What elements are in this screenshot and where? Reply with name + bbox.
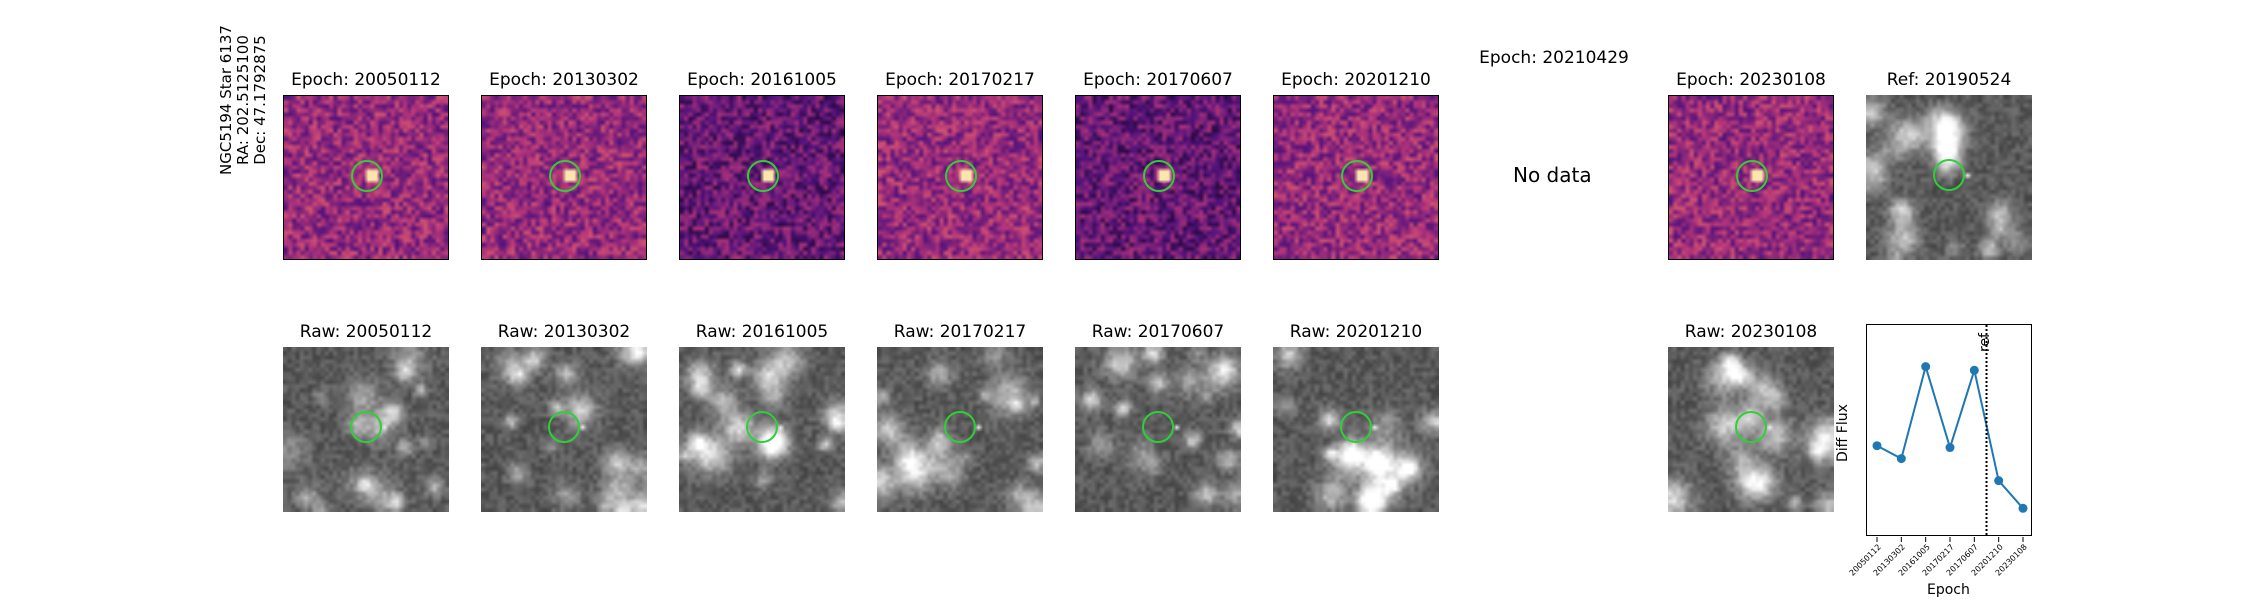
diff-title-4: Epoch: 20170217: [885, 70, 1035, 90]
target-circle: [1340, 411, 1372, 443]
target-circle: [549, 160, 581, 192]
diff-title-6: Epoch: 20201210: [1281, 70, 1431, 90]
target-circle: [1142, 411, 1174, 443]
diff-title-8: Epoch: 20230108: [1676, 70, 1826, 90]
target-circle: [1933, 159, 1965, 191]
raw-image-5: [1075, 347, 1241, 512]
raw-title-6: Raw: 20201210: [1289, 322, 1423, 342]
raw-image-2: [481, 347, 647, 512]
raw-image-1: [283, 347, 449, 512]
target-circle: [1341, 160, 1373, 192]
data-point: [1969, 365, 1979, 375]
raw-title-3: Raw: 20161005: [695, 322, 829, 342]
no-data-label: No data: [1513, 163, 1592, 187]
data-point: [1945, 443, 1955, 453]
star-label: NGC5194 Star 6137 RA: 202.5125100 Dec: 4…: [217, 25, 269, 175]
reference-image: [1866, 95, 2032, 260]
diff-image-6: [1273, 95, 1439, 260]
raw-title-4: Raw: 20170217: [893, 322, 1027, 342]
target-circle: [945, 160, 977, 192]
target-circle: [1735, 411, 1767, 443]
target-circle: [548, 411, 580, 443]
y-axis-label: Diff Flux: [1835, 404, 1851, 462]
raw-title-2: Raw: 20130302: [497, 322, 631, 342]
diff-flux-chart: [1866, 324, 2032, 542]
star-dec: Dec: 47.1792875: [251, 35, 269, 165]
raw-image-7: [1668, 347, 1834, 512]
ref-title: Ref: 20190524: [1886, 70, 2012, 90]
target-circle: [350, 411, 382, 443]
diff-title-7: Epoch: 20210429: [1479, 48, 1629, 68]
raw-title-7: Raw: 20230108: [1684, 322, 1818, 342]
diff-title-2: Epoch: 20130302: [489, 70, 639, 90]
diff-image-2: [481, 95, 647, 260]
data-point: [1896, 454, 1906, 464]
diff-image-4: [877, 95, 1043, 260]
chart-svg: [1872, 325, 2028, 542]
x-axis-label: Epoch: [1927, 582, 1970, 598]
data-point: [2018, 503, 2028, 513]
data-point: [1921, 362, 1931, 372]
target-circle: [944, 411, 976, 443]
ref-line-label: ref: [1976, 333, 1993, 352]
data-point: [1994, 476, 2004, 486]
target-circle: [747, 160, 779, 192]
target-circle: [1143, 160, 1175, 192]
diff-image-3: [679, 95, 845, 260]
raw-title-5: Raw: 20170607: [1091, 322, 1225, 342]
target-circle: [746, 411, 778, 443]
diff-title-5: Epoch: 20170607: [1083, 70, 1233, 90]
raw-title-1: Raw: 20050112: [299, 322, 433, 342]
raw-image-6: [1273, 347, 1439, 512]
star-ra: RA: 202.5125100: [234, 35, 252, 165]
target-circle: [1736, 160, 1768, 192]
raw-image-4: [877, 347, 1043, 512]
diff-image-8: [1668, 95, 1834, 260]
diff-title-1: Epoch: 20050112: [291, 70, 441, 90]
raw-image-3: [679, 347, 845, 512]
series-line: [1876, 362, 2024, 509]
diff-title-3: Epoch: 20161005: [687, 70, 837, 90]
data-point: [1872, 441, 1882, 451]
diff-image-5: [1075, 95, 1241, 260]
diff-image-1: [283, 95, 449, 260]
target-circle: [351, 160, 383, 192]
star-name: NGC5194 Star 6137: [217, 25, 235, 175]
